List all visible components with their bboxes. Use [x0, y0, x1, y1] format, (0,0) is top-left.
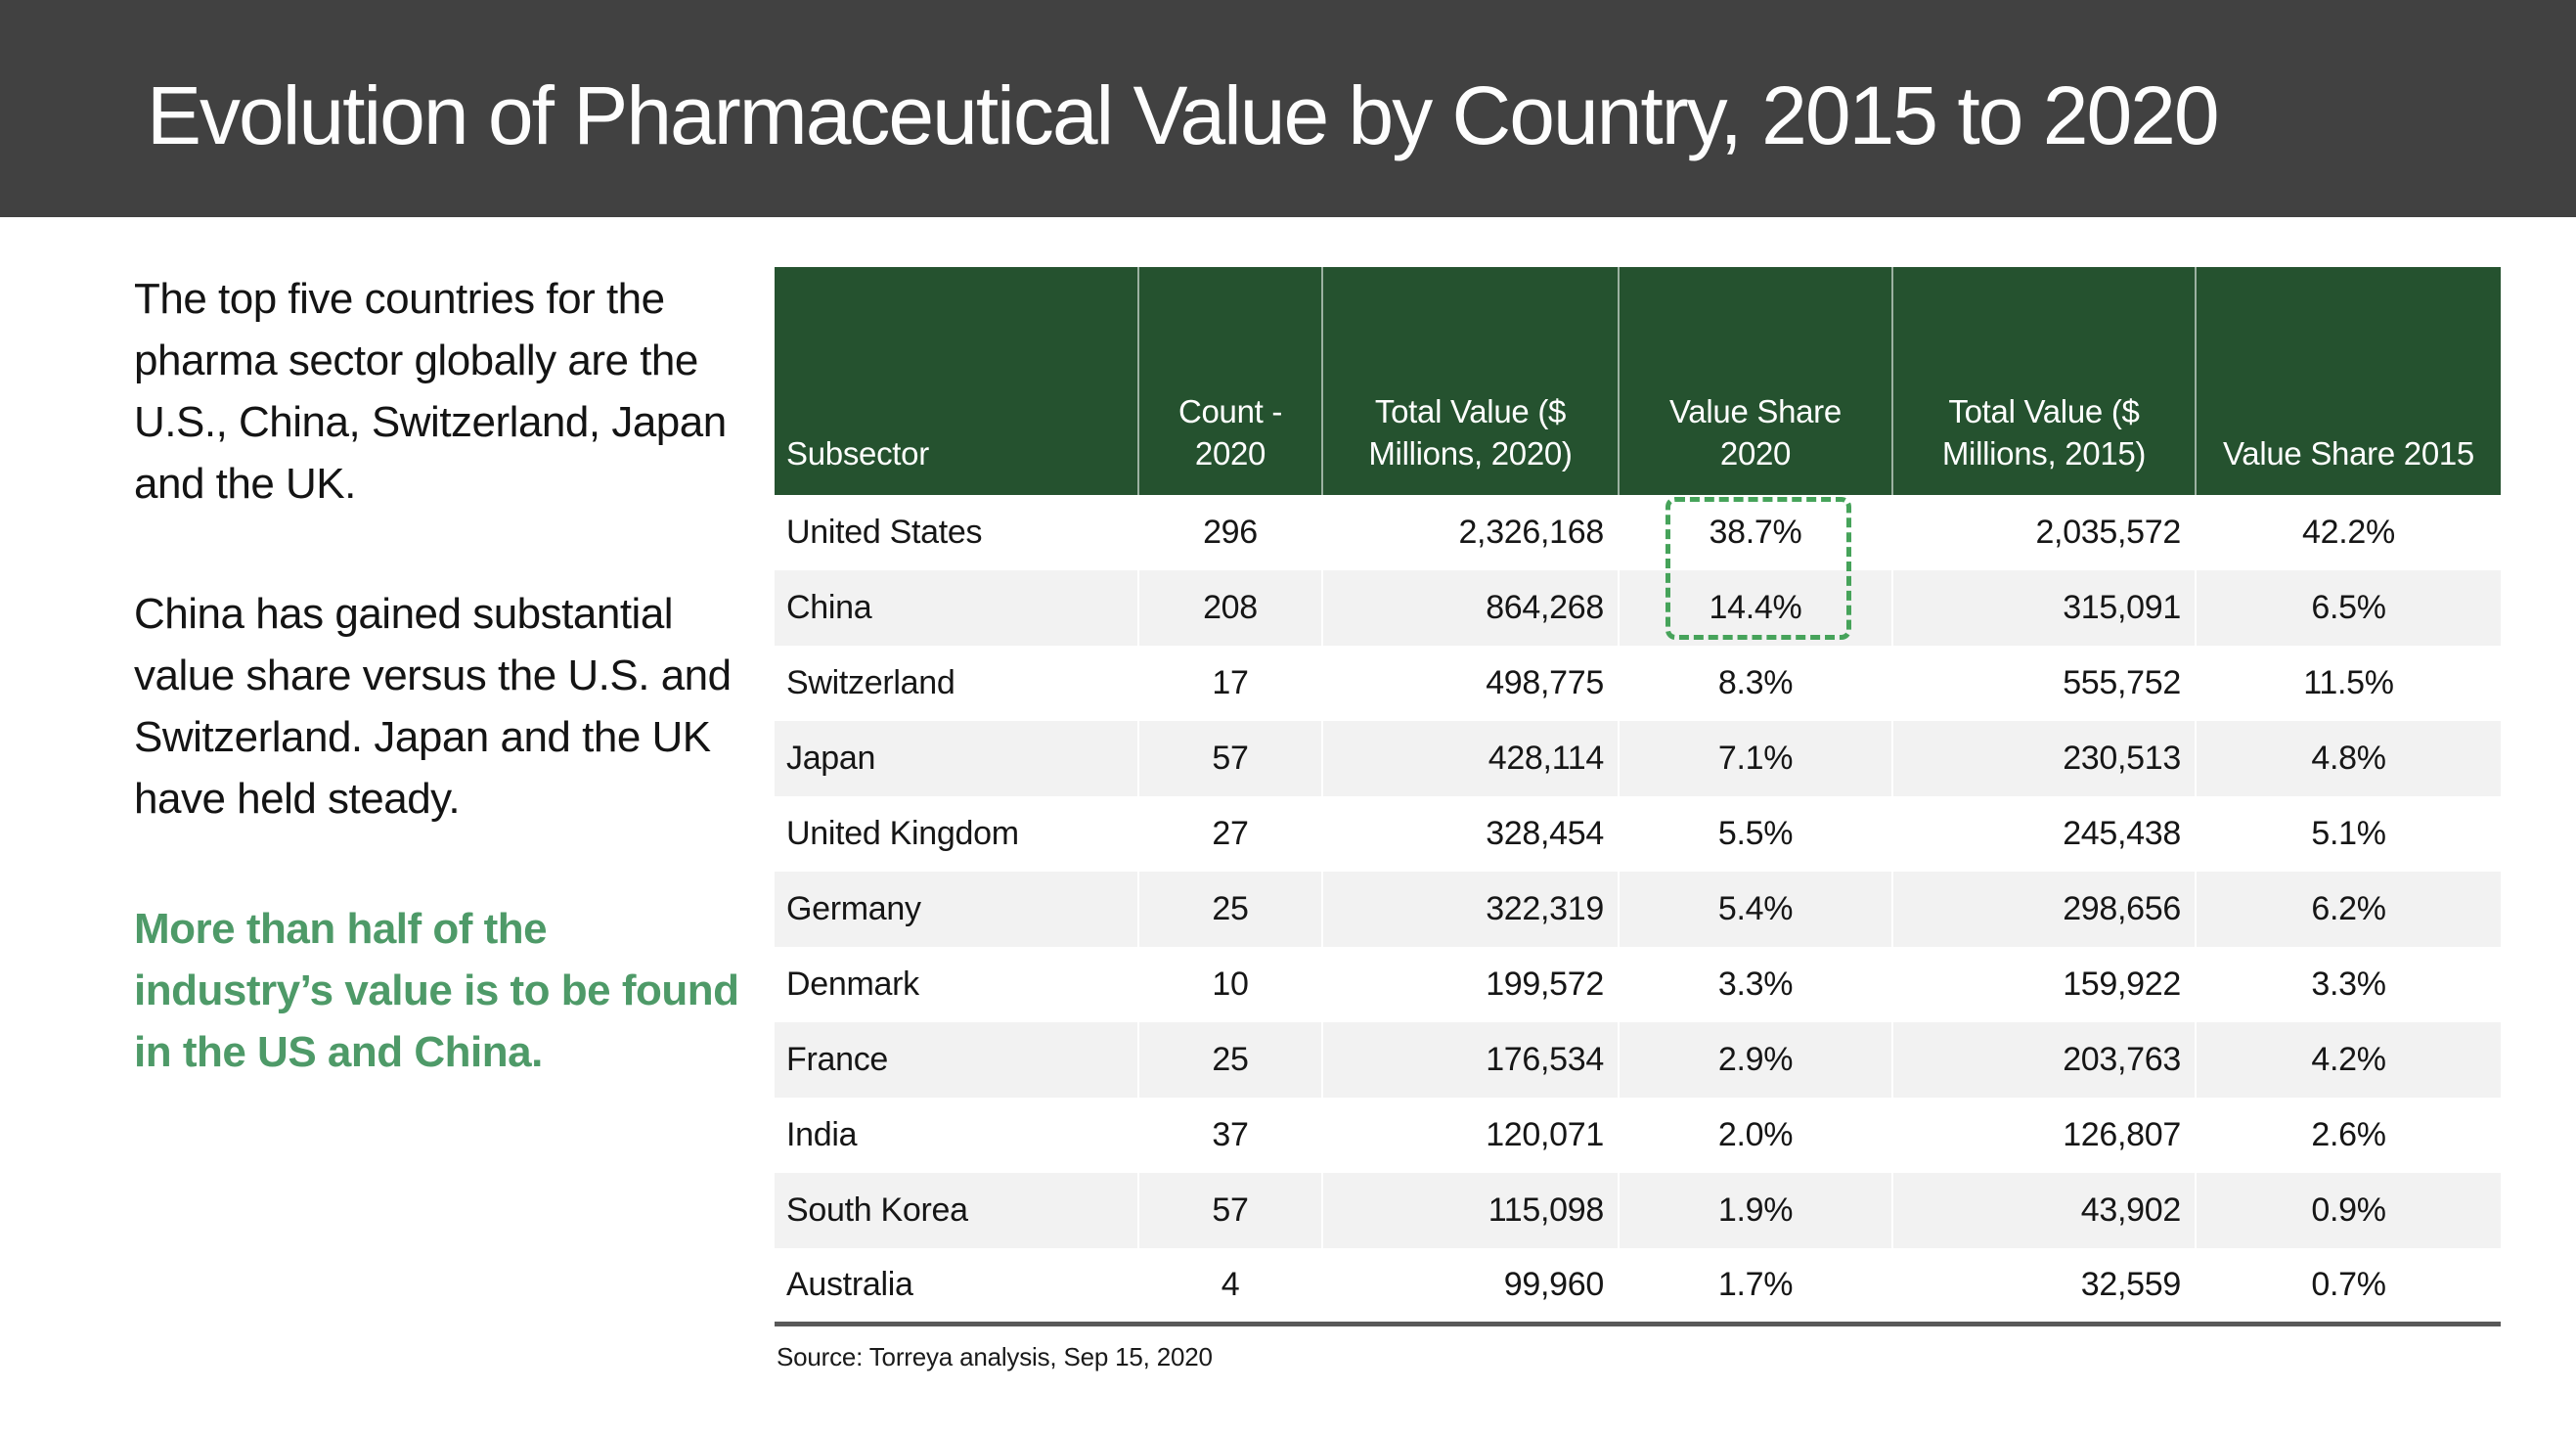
page-title: Evolution of Pharmaceutical Value by Cou… — [147, 68, 2220, 161]
country-cell: Australia — [775, 1248, 1138, 1326]
value-cell: 245,438 — [1891, 796, 2196, 872]
value-cell: 555,752 — [1891, 646, 2196, 721]
value-cell: 32,559 — [1891, 1248, 2196, 1326]
column-header: Subsector — [775, 267, 1138, 495]
column-header: Total Value ($ Millions, 2015) — [1891, 267, 2196, 495]
pharma-value-table: Subsector Count - 2020 Total Value ($ Mill… — [775, 267, 2501, 1326]
table-row: China 208 864,268 14.4% 315,091 6.5% — [775, 570, 2501, 646]
table-row: India 37 120,071 2.0% 126,807 2.6% — [775, 1098, 2501, 1173]
pharma-value-table-region: Subsector Count - 2020 Total Value ($ Mill… — [775, 267, 2501, 1372]
value-cell: 2.6% — [2195, 1098, 2501, 1173]
value-cell: 176,534 — [1321, 1022, 1619, 1098]
value-cell: 203,763 — [1891, 1022, 2196, 1098]
value-cell: 25 — [1137, 1022, 1322, 1098]
table-head: Subsector Count - 2020 Total Value ($ Mill… — [775, 267, 2501, 495]
value-cell: 199,572 — [1321, 947, 1619, 1022]
value-cell: 57 — [1137, 1173, 1322, 1248]
table-body: United States 296 2,326,168 38.7% 2,035,572 4… — [775, 495, 2501, 1326]
value-cell: 428,114 — [1321, 721, 1619, 796]
commentary-key-insight: More than half of the industry’s value i… — [134, 905, 739, 1076]
value-cell: 230,513 — [1891, 721, 2196, 796]
table-head-row: Subsector Count - 2020 Total Value ($ Mill… — [775, 267, 2501, 495]
table-row: Denmark 10 199,572 3.3% 159,922 3.3% — [775, 947, 2501, 1022]
column-header: Count - 2020 — [1137, 267, 1322, 495]
table-row: Switzerland 17 498,775 8.3% 555,752 11.5% — [775, 646, 2501, 721]
value-cell: 4 — [1137, 1248, 1322, 1326]
value-cell: 115,098 — [1321, 1173, 1619, 1248]
value-cell: 38.7% — [1618, 495, 1892, 570]
table-row: Japan 57 428,114 7.1% 230,513 4.8% — [775, 721, 2501, 796]
value-cell: 126,807 — [1891, 1098, 2196, 1173]
table-row: United Kingdom 27 328,454 5.5% 245,438 5.1% — [775, 796, 2501, 872]
value-cell: 1.9% — [1618, 1173, 1892, 1248]
value-cell: 5.1% — [2195, 796, 2501, 872]
value-cell: 27 — [1137, 796, 1322, 872]
value-cell: 7.1% — [1618, 721, 1892, 796]
value-cell: 43,902 — [1891, 1173, 2196, 1248]
value-cell: 25 — [1137, 872, 1322, 947]
value-cell: 17 — [1137, 646, 1322, 721]
value-cell: 42.2% — [2195, 495, 2501, 570]
value-cell: 3.3% — [1618, 947, 1892, 1022]
country-cell: United Kingdom — [786, 815, 1019, 852]
value-cell: 298,656 — [1891, 872, 2196, 947]
commentary-paragraph-2: China has gained substantial value share… — [134, 590, 732, 823]
value-cell: 159,922 — [1891, 947, 2196, 1022]
value-cell: 0.7% — [2195, 1248, 2501, 1326]
country-cell: Japan — [786, 740, 876, 777]
commentary-paragraph-1: The top five countries for the pharma se… — [134, 275, 727, 508]
column-header: Total Value ($ Millions, 2020) — [1321, 267, 1619, 495]
value-cell: 1.7% — [1618, 1248, 1892, 1326]
value-cell: 99,960 — [1321, 1248, 1619, 1326]
commentary: The top five countries for the pharma se… — [134, 268, 752, 1083]
column-header: Value Share 2015 — [2195, 267, 2501, 495]
value-cell: 4.8% — [2195, 721, 2501, 796]
value-cell: 0.9% — [2195, 1173, 2501, 1248]
value-cell: 4.2% — [2195, 1022, 2501, 1098]
country-cell: Switzerland — [786, 664, 955, 701]
value-cell: 8.3% — [1618, 646, 1892, 721]
value-cell: 2.9% — [1618, 1022, 1892, 1098]
source-note: Source: Torreya analysis, Sep 15, 2020 — [777, 1341, 1213, 1371]
table-row: Australia 4 99,960 1.7% 32,559 0.7% — [775, 1248, 2501, 1326]
value-cell: 864,268 — [1321, 570, 1619, 646]
value-cell: 498,775 — [1321, 646, 1619, 721]
table-row: France 25 176,534 2.9% 203,763 4.2% — [775, 1022, 2501, 1098]
value-cell: 6.2% — [2195, 872, 2501, 947]
value-cell: 5.5% — [1618, 796, 1892, 872]
value-cell: 2.0% — [1618, 1098, 1892, 1173]
value-cell: 2,035,572 — [1891, 495, 2196, 570]
country-cell: China — [786, 589, 872, 626]
title-bar: Evolution of Pharmaceutical Value by Cou… — [0, 0, 2576, 217]
value-cell: 208 — [1137, 570, 1322, 646]
country-cell: Germany — [786, 890, 921, 927]
value-cell: 296 — [1137, 495, 1322, 570]
value-cell: 2,326,168 — [1321, 495, 1619, 570]
value-cell: 120,071 — [1321, 1098, 1619, 1173]
value-cell: 6.5% — [2195, 570, 2501, 646]
country-cell: India — [786, 1116, 858, 1153]
value-cell: 37 — [1137, 1098, 1322, 1173]
value-cell: 14.4% — [1618, 570, 1892, 646]
country-cell: South Korea — [786, 1191, 968, 1229]
table-row: South Korea 57 115,098 1.9% 43,902 0.9% — [775, 1173, 2501, 1248]
value-cell: 315,091 — [1891, 570, 2196, 646]
value-cell: 5.4% — [1618, 872, 1892, 947]
country-cell: Denmark — [786, 966, 919, 1003]
value-cell: 3.3% — [2195, 947, 2501, 1022]
table-row: United States 296 2,326,168 38.7% 2,035,572 4… — [775, 495, 2501, 570]
value-cell: 328,454 — [1321, 796, 1619, 872]
value-cell: 10 — [1137, 947, 1322, 1022]
value-cell: 57 — [1137, 721, 1322, 796]
value-cell: 11.5% — [2195, 646, 2501, 721]
column-header: Value Share 2020 — [1618, 267, 1892, 495]
country-cell: France — [786, 1041, 889, 1078]
value-cell: 322,319 — [1321, 872, 1619, 947]
country-cell: United States — [786, 514, 983, 551]
table-row: Germany 25 322,319 5.4% 298,656 6.2% — [775, 872, 2501, 947]
